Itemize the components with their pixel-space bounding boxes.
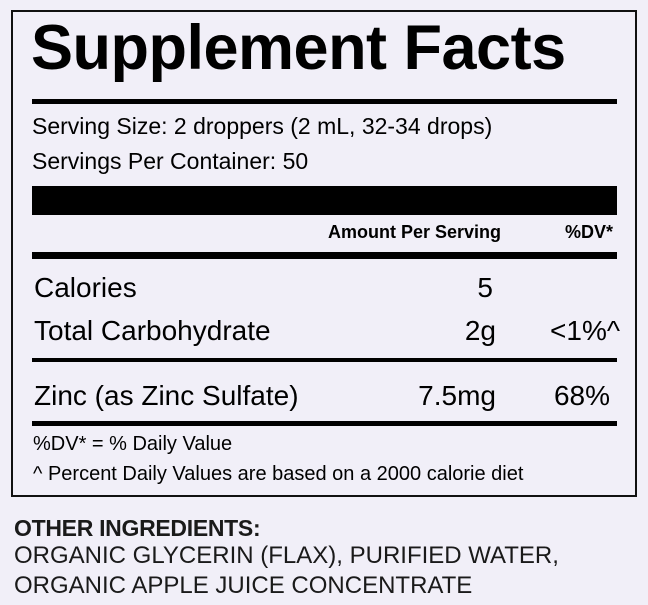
row-dv: 68% <box>553 380 610 411</box>
header-amount: Amount Per Serving <box>327 222 501 242</box>
row-amount: 5 <box>477 272 493 303</box>
ingredients-line: ORGANIC GLYCERIN (FLAX), PURIFIED WATER, <box>14 542 559 569</box>
row-name: Zinc (as Zinc Sulfate) <box>34 380 299 411</box>
row-name: Calories <box>34 272 137 303</box>
row-name: Total Carbohydrate <box>34 315 271 346</box>
footnote: %DV* = % Daily Value <box>33 433 233 455</box>
footnote: ^ Percent Daily Values are based on a 20… <box>33 463 524 485</box>
panel-title: Supplement Facts <box>31 13 566 83</box>
row-dv: <1%^ <box>550 315 620 346</box>
divider <box>32 252 617 259</box>
divider <box>32 99 617 104</box>
supplement-facts-panel <box>11 10 637 497</box>
divider <box>32 358 617 362</box>
thick-bar <box>32 186 617 215</box>
header-dv: %DV* <box>564 222 613 242</box>
other-ingredients-heading: OTHER INGREDIENTS: <box>14 515 261 541</box>
divider <box>32 421 617 426</box>
servings-per-container: Servings Per Container: 50 <box>32 148 309 174</box>
serving-size: Serving Size: 2 droppers (2 mL, 32-34 dr… <box>32 113 493 139</box>
ingredients-line: ORGANIC APPLE JUICE CONCENTRATE <box>14 572 473 599</box>
row-amount: 2g <box>464 315 496 346</box>
row-amount: 7.5mg <box>418 380 496 411</box>
